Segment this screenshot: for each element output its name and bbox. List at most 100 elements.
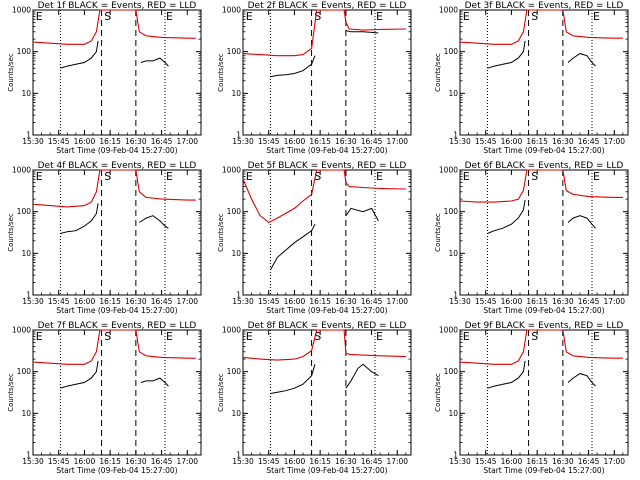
x-tick-label: 15:45 (48, 297, 70, 306)
marker-label: E (593, 170, 600, 183)
panel-det-7: Det 7f BLACK = Events, RED = LLD 1 10 100 10… (7, 321, 202, 475)
x-tick-label: 15:45 (48, 137, 70, 146)
events-series-line (60, 360, 99, 389)
y-tick-label: 1 (236, 451, 241, 460)
x-tick-label: 16:15 (99, 457, 121, 466)
marker-label: E (36, 10, 43, 23)
panel-det-5: Det 5f BLACK = Events, RED = LLD 1 10 100 10… (217, 161, 412, 315)
x-axis-label: Start Time (09-Feb-04 15:27:00) (56, 466, 177, 475)
y-tick-label: 10 (231, 249, 241, 258)
plot-frame (459, 169, 629, 296)
y-tick-label: 10 (231, 89, 241, 98)
y-tick-label: 10 (448, 249, 458, 258)
x-tick-label: 16:15 (309, 457, 331, 466)
x-tick-label: 16:15 (99, 137, 121, 146)
events-series-line (567, 53, 596, 67)
marker-label: E (36, 170, 43, 183)
x-tick-label: 16:30 (335, 137, 357, 146)
events-series-line (567, 215, 596, 229)
marker-label: E (36, 330, 43, 343)
x-tick-label: 17:00 (176, 297, 198, 306)
x-tick-label: 16:00 (501, 297, 523, 306)
y-tick-label: 100 (17, 207, 32, 216)
marker-label: E (593, 10, 600, 23)
y-tick-label: 100 (227, 207, 242, 216)
x-tick-label: 16:00 (501, 137, 523, 146)
y-tick-label: 100 (227, 367, 242, 376)
x-tick-label: 16:00 (74, 297, 96, 306)
y-axis-label: Counts/sec (217, 213, 225, 252)
lld-series-line (242, 169, 406, 224)
y-tick-label: 1000 (439, 166, 458, 175)
events-series-line (269, 223, 316, 271)
x-tick-label: 17:00 (386, 457, 408, 466)
events-series-line (270, 55, 316, 78)
x-tick-label: 16:15 (526, 137, 548, 146)
panel-title: Det 2f BLACK = Events, RED = LLD (248, 1, 407, 11)
y-tick-label: 1000 (222, 166, 241, 175)
y-tick-label: 1000 (12, 6, 31, 15)
marker-label: S (314, 330, 321, 343)
x-tick-label: 15:30 (22, 297, 44, 306)
x-tick-label: 16:30 (552, 457, 574, 466)
x-tick-label: 15:30 (232, 457, 254, 466)
panel-title: Det 1f BLACK = Events, RED = LLD (38, 1, 197, 11)
y-tick-label: 10 (21, 89, 31, 98)
y-tick-label: 1 (236, 131, 241, 140)
panel-det-2: Det 2f BLACK = Events, RED = LLD 1 10 100 10… (217, 1, 412, 155)
x-tick-label: 16:00 (284, 457, 306, 466)
marker-label: E (463, 330, 470, 343)
marker-label: E (166, 330, 173, 343)
y-tick-label: 1 (453, 451, 458, 460)
x-axis-label: Start Time (09-Feb-04 15:27:00) (56, 306, 177, 315)
events-series-line (345, 207, 379, 222)
y-tick-label: 1 (453, 291, 458, 300)
x-axis-label: Start Time (09-Feb-04 15:27:00) (266, 306, 387, 315)
y-tick-label: 1000 (222, 326, 241, 335)
x-tick-label: 16:45 (151, 137, 173, 146)
x-tick-label: 15:30 (232, 297, 254, 306)
y-axis-label: Counts/sec (434, 373, 442, 412)
x-tick-label: 17:00 (176, 137, 198, 146)
events-series-line (140, 377, 169, 387)
events-series-line (60, 40, 99, 69)
x-tick-label: 17:00 (386, 297, 408, 306)
events-series-line (345, 30, 379, 34)
events-series-line (60, 203, 99, 234)
x-tick-label: 16:00 (74, 457, 96, 466)
panel-title: Det 8f BLACK = Events, RED = LLD (248, 321, 407, 331)
y-tick-label: 1000 (222, 6, 241, 15)
y-tick-label: 10 (21, 409, 31, 418)
x-tick-label: 16:00 (501, 457, 523, 466)
marker-label: E (166, 170, 173, 183)
x-tick-label: 16:30 (125, 297, 147, 306)
marker-label: E (166, 10, 173, 23)
panel-title: Det 4f BLACK = Events, RED = LLD (38, 161, 197, 171)
panel-det-1: Det 1f BLACK = Events, RED = LLD 1 10 100 10… (7, 1, 202, 155)
x-tick-label: 17:00 (176, 457, 198, 466)
y-axis-label: Counts/sec (217, 53, 225, 92)
panel-det-8: Det 8f BLACK = Events, RED = LLD 1 10 100 10… (217, 321, 412, 475)
y-tick-label: 100 (444, 207, 459, 216)
x-tick-label: 17:00 (603, 457, 625, 466)
x-tick-label: 16:00 (74, 137, 96, 146)
x-tick-label: 16:30 (125, 137, 147, 146)
marker-label: S (531, 330, 538, 343)
x-tick-label: 16:45 (361, 457, 383, 466)
marker-label: E (246, 10, 253, 23)
y-tick-label: 100 (444, 47, 459, 56)
panel-det-3: Det 3f BLACK = Events, RED = LLD 1 10 100 10… (434, 1, 629, 155)
y-axis-label: Counts/sec (434, 213, 442, 252)
x-axis-label: Start Time (09-Feb-04 15:27:00) (266, 466, 387, 475)
x-tick-label: 15:45 (475, 137, 497, 146)
panel-det-6: Det 6f BLACK = Events, RED = LLD 1 10 100 10… (434, 161, 629, 315)
y-tick-label: 1 (26, 131, 31, 140)
y-tick-label: 1 (26, 451, 31, 460)
x-tick-label: 16:45 (361, 297, 383, 306)
x-tick-label: 15:45 (48, 457, 70, 466)
marker-label: S (104, 330, 111, 343)
x-tick-label: 15:30 (22, 137, 44, 146)
lld-series-line (32, 169, 196, 208)
panel-title: Det 5f BLACK = Events, RED = LLD (248, 161, 407, 171)
